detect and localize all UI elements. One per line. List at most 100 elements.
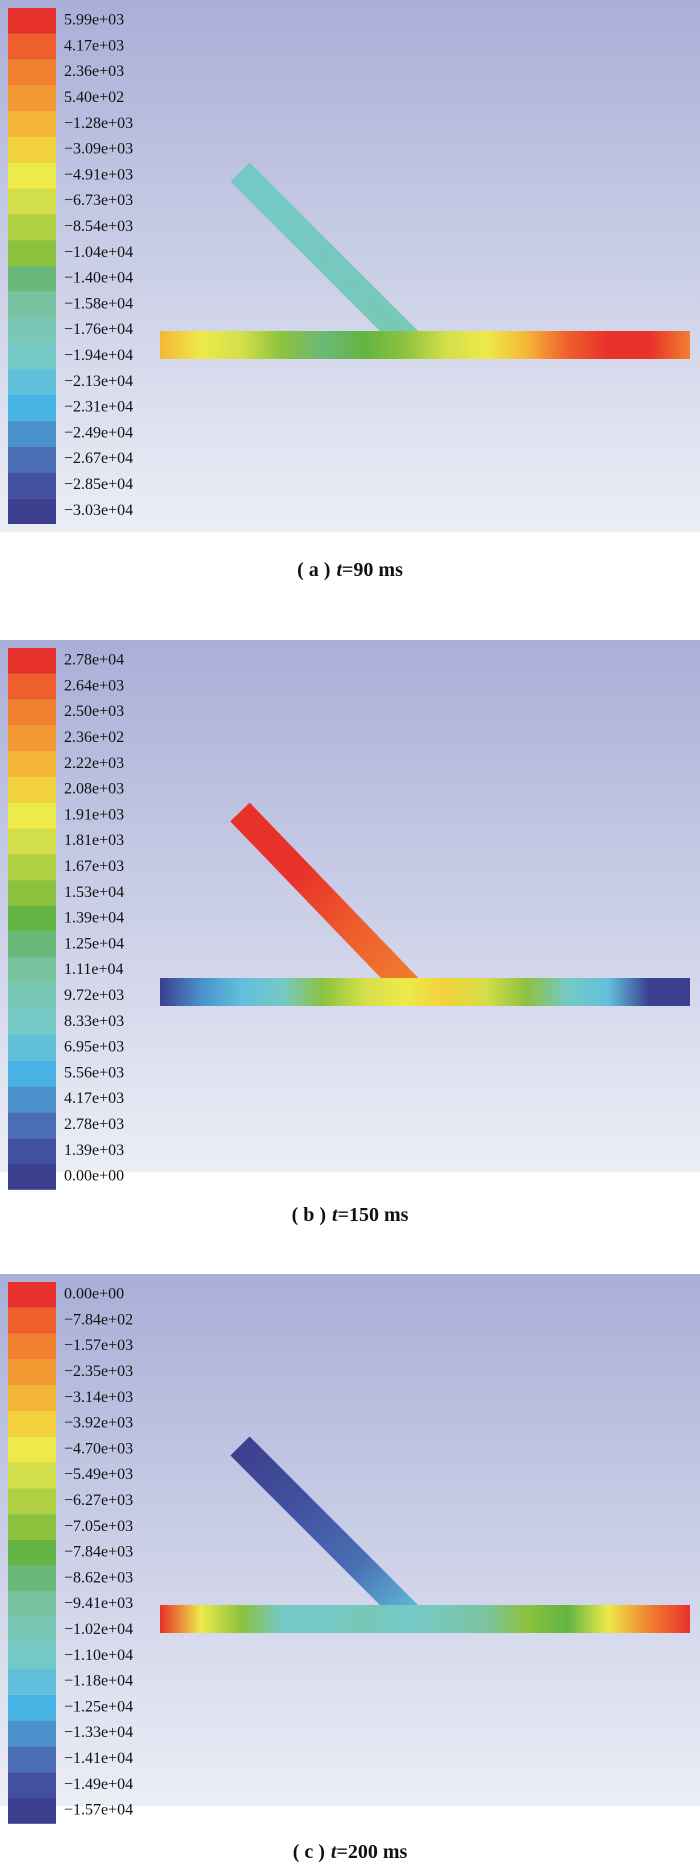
legend-label: −8.62e+03 <box>64 1569 133 1586</box>
legend-swatch <box>8 699 56 726</box>
caption-label: ( b ) <box>292 1204 326 1226</box>
legend-label: 1.53e+04 <box>64 884 124 901</box>
legend-label: 2.78e+03 <box>64 1116 124 1133</box>
legend-swatch <box>8 1591 56 1618</box>
legend-label: −7.84e+02 <box>64 1311 133 1328</box>
legend-swatch <box>8 498 56 524</box>
legend-swatch <box>8 446 56 473</box>
caption: ( c ) t=200 ms <box>293 1841 408 1863</box>
legend-swatch <box>8 983 56 1010</box>
legend-label: −6.27e+03 <box>64 1492 133 1509</box>
legend-swatch <box>8 777 56 803</box>
panel: 2.78e+04 2.64e+03 2.50e+03 2.36e+02 2.22e+03… <box>0 640 700 1190</box>
legend-label: 5.99e+03 <box>64 12 124 29</box>
legend-label: −1.10e+04 <box>64 1647 133 1664</box>
legend-label: 4.17e+03 <box>64 37 124 54</box>
legend-swatch <box>8 1720 56 1747</box>
legend-label: −2.13e+04 <box>64 373 133 390</box>
legend-swatch <box>8 1694 56 1721</box>
legend-label: −2.67e+04 <box>64 450 133 467</box>
legend-label: 8.33e+03 <box>64 1013 124 1030</box>
legend-swatch <box>8 1112 56 1139</box>
legend-label: −1.33e+04 <box>64 1724 133 1741</box>
legend-label: −7.84e+03 <box>64 1544 133 1561</box>
legend-swatch <box>8 1514 56 1540</box>
legend-swatch <box>8 828 56 855</box>
legend-swatch <box>8 1462 56 1489</box>
legend-label: −1.58e+04 <box>64 295 133 312</box>
legend-swatch <box>8 1617 56 1644</box>
legend-label: −1.28e+03 <box>64 115 133 132</box>
legend-label: 1.39e+04 <box>64 910 124 927</box>
legend-swatch <box>8 59 56 86</box>
legend-label: −1.49e+04 <box>64 1776 133 1793</box>
legend-label: −1.02e+04 <box>64 1621 133 1638</box>
legend-label: −2.85e+04 <box>64 476 133 493</box>
legend-label: 1.39e+03 <box>64 1142 124 1159</box>
legend-swatch <box>8 1359 56 1386</box>
legend-swatch <box>8 1009 56 1035</box>
legend-swatch <box>8 1035 56 1061</box>
legend-swatch <box>8 291 56 318</box>
legend-swatch <box>8 395 56 421</box>
legend-label: −1.57e+04 <box>64 1802 133 1819</box>
legend-swatch <box>8 472 56 499</box>
legend-label: 2.50e+03 <box>64 703 124 720</box>
legend-swatch <box>8 906 56 932</box>
legend-label: −9.41e+03 <box>64 1595 133 1612</box>
legend-label: −3.09e+03 <box>64 141 133 158</box>
legend-swatch <box>8 162 56 189</box>
caption-label: ( a ) <box>297 559 330 581</box>
legend-swatch <box>8 1164 56 1190</box>
legend-swatch <box>8 317 56 344</box>
legend-label: 2.22e+03 <box>64 755 124 772</box>
legend-label: 5.40e+02 <box>64 89 124 106</box>
caption: ( a ) t=90 ms <box>297 559 403 581</box>
legend-swatch <box>8 1086 56 1113</box>
legend-swatch <box>8 1385 56 1411</box>
main-pipe <box>160 978 690 1006</box>
legend-label: 2.78e+04 <box>64 652 124 669</box>
main-pipe <box>160 331 690 359</box>
legend-swatch <box>8 1565 56 1592</box>
legend-label: 5.56e+03 <box>64 1064 124 1081</box>
legend-swatch <box>8 240 56 266</box>
legend-swatch <box>8 648 56 674</box>
legend-label: −1.57e+03 <box>64 1337 133 1354</box>
panel-background <box>0 640 700 1172</box>
legend-swatch <box>8 1772 56 1798</box>
legend-label: 9.72e+03 <box>64 987 124 1004</box>
legend-swatch <box>8 266 56 292</box>
legend-label: −5.49e+03 <box>64 1466 133 1483</box>
legend-label: 0.00e+00 <box>64 1286 124 1303</box>
legend-swatch <box>8 137 56 163</box>
legend-label: −1.25e+04 <box>64 1698 133 1715</box>
legend-swatch <box>8 1798 56 1824</box>
legend-swatch <box>8 420 56 447</box>
legend-label: 2.64e+03 <box>64 677 124 694</box>
legend-swatch <box>8 802 56 829</box>
legend-swatch <box>8 1282 56 1308</box>
legend-label: −1.04e+04 <box>64 244 133 261</box>
legend-swatch <box>8 1060 56 1087</box>
legend-label: −4.70e+03 <box>64 1440 133 1457</box>
legend-label: 6.95e+03 <box>64 1039 124 1056</box>
legend-label: −8.54e+03 <box>64 218 133 235</box>
caption-value: =90 ms <box>342 559 403 581</box>
legend-label: −7.05e+03 <box>64 1518 133 1535</box>
legend-label: 0.00e+00 <box>64 1168 124 1185</box>
main-pipe <box>160 1605 690 1633</box>
legend-swatch <box>8 1488 56 1515</box>
legend-label: 2.36e+02 <box>64 729 124 746</box>
legend-swatch <box>8 931 56 958</box>
legend-label: 4.17e+03 <box>64 1090 124 1107</box>
legend-label: 1.81e+03 <box>64 832 124 849</box>
caption-value: =200 ms <box>336 1841 407 1863</box>
caption-variable: t <box>336 559 343 581</box>
legend-swatch <box>8 854 56 881</box>
caption-value: =150 ms <box>338 1204 409 1226</box>
legend-swatch <box>8 33 56 60</box>
legend-label: −3.92e+03 <box>64 1415 133 1432</box>
branch-pipe <box>230 162 425 357</box>
